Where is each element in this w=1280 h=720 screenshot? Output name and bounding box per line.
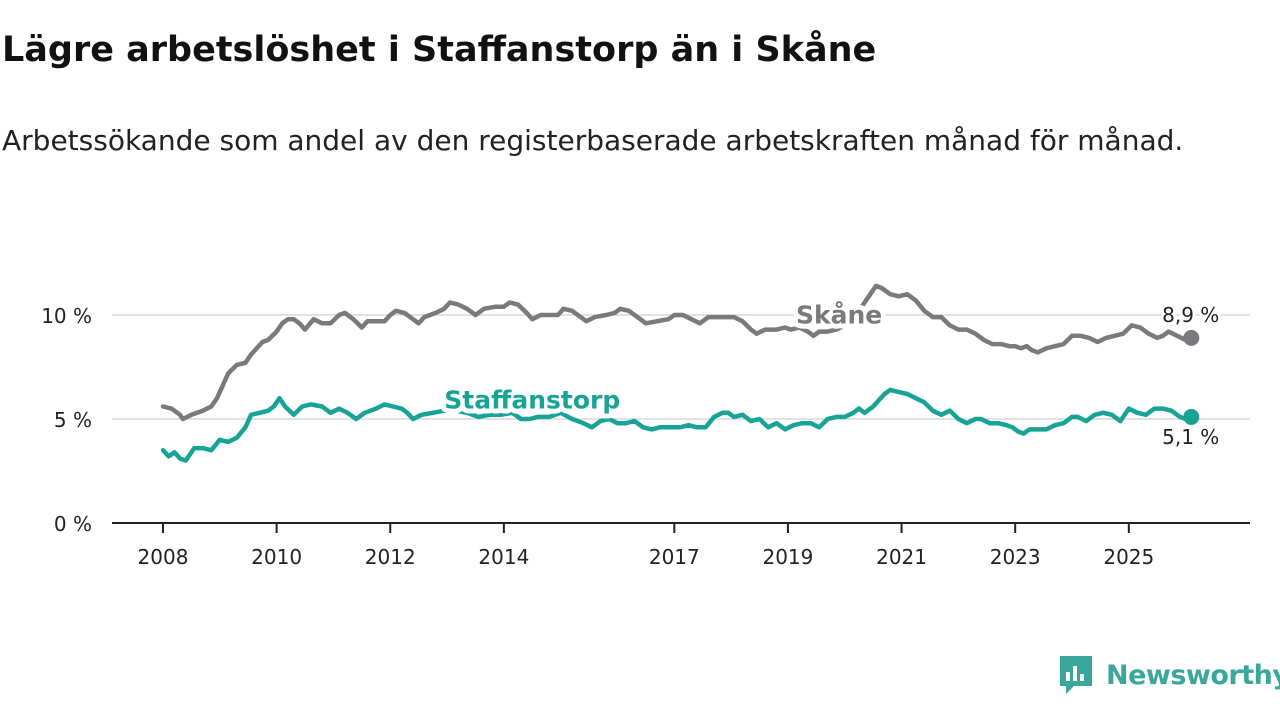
series-name-label: Staffanstorp bbox=[444, 386, 620, 415]
y-axis: 0 % 5 % 10 % bbox=[41, 304, 92, 536]
x-axis: 2008 2010 2012 2014 2017 2019 2021 2023 2025 bbox=[138, 523, 1154, 569]
x-tick-label: 2025 bbox=[1103, 545, 1154, 569]
series-labels: Skåne Staffanstorp 8,9 % 5,1 % bbox=[439, 295, 1222, 452]
series-end-marker bbox=[1183, 408, 1200, 425]
x-tick-label: 2012 bbox=[365, 545, 416, 569]
y-tick-label: 0 % bbox=[54, 512, 92, 536]
series-lines bbox=[160, 283, 1200, 463]
series-end-label: 5,1 % bbox=[1162, 425, 1219, 449]
brand-name: Newsworthy bbox=[1106, 659, 1280, 691]
series-line-staffanstorp bbox=[160, 387, 1194, 463]
x-tick-label: 2010 bbox=[251, 545, 302, 569]
newsworthy-chart-bubble-icon bbox=[1060, 656, 1092, 694]
brand-logo[interactable]: Newsworthy bbox=[1058, 653, 1280, 697]
x-tick-label: 2019 bbox=[762, 545, 813, 569]
x-tick-label: 2008 bbox=[138, 545, 189, 569]
x-tick-label: 2021 bbox=[876, 545, 927, 569]
series-name-label: Skåne bbox=[796, 300, 882, 329]
line-chart: 0 %5 %10 % 2008 2010 2012 2014 2017 2019 2021 2… bbox=[41, 283, 1250, 569]
x-tick-label: 2017 bbox=[649, 545, 700, 569]
series-end-marker bbox=[1183, 329, 1200, 346]
y-tick-label: 10 % bbox=[41, 304, 92, 328]
series-line-skne bbox=[160, 283, 1194, 422]
series-end-label: 8,9 % bbox=[1162, 303, 1219, 327]
x-tick-label: 2023 bbox=[990, 545, 1041, 569]
y-tick-label: 5 % bbox=[54, 408, 92, 432]
chart-subtitle: Arbetssökande som andel av den registerb… bbox=[2, 124, 1184, 157]
x-tick-label: 2014 bbox=[478, 545, 529, 569]
chart-title: Lägre arbetslöshet i Staffanstorp än i S… bbox=[2, 30, 877, 70]
